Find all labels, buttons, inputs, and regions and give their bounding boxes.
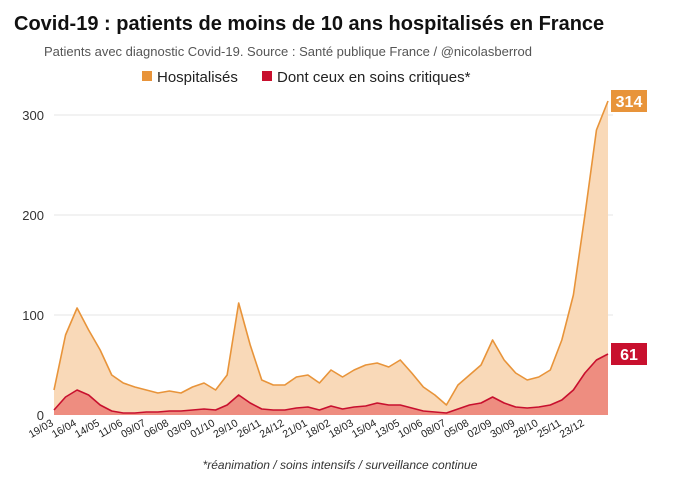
legend: Hospitalisés Dont ceux en soins critique… (142, 69, 471, 86)
grid-layer (54, 114, 613, 316)
x-axis: 19/0316/0414/0511/0609/0706/0803/0901/10… (27, 417, 587, 441)
end-label-box-hospitalized (611, 90, 647, 112)
legend-swatch-hospitalized (142, 71, 152, 81)
y-tick-label: 200 (22, 208, 44, 223)
end-labels: 314 61 (611, 90, 647, 365)
area-critical (54, 354, 608, 415)
end-label-box-critical (611, 343, 647, 365)
line-hospitalized (53, 100, 609, 406)
plot-area (53, 100, 609, 415)
legend-swatch-critical (262, 71, 272, 81)
area-hospitalized (54, 101, 608, 415)
y-tick-label: 0 (37, 408, 44, 423)
chart-title: Covid-19 : patients de moins de 10 ans h… (14, 13, 604, 35)
y-tick-label: 100 (22, 308, 44, 323)
legend-label-critical: Dont ceux en soins critiques* (277, 69, 471, 86)
y-axis: 0 100 200 300 (22, 108, 44, 423)
x-tick-label: 23/12 (558, 417, 587, 441)
y-tick-label: 300 (22, 108, 44, 123)
footnote: *réanimation / soins intensifs / surveil… (203, 458, 478, 472)
chart-subtitle: Patients avec diagnostic Covid-19. Sourc… (44, 44, 532, 59)
end-label-critical: 61 (620, 347, 638, 364)
end-label-hospitalized: 314 (616, 94, 643, 111)
line-critical (53, 353, 609, 414)
legend-label-hospitalized: Hospitalisés (157, 69, 238, 86)
